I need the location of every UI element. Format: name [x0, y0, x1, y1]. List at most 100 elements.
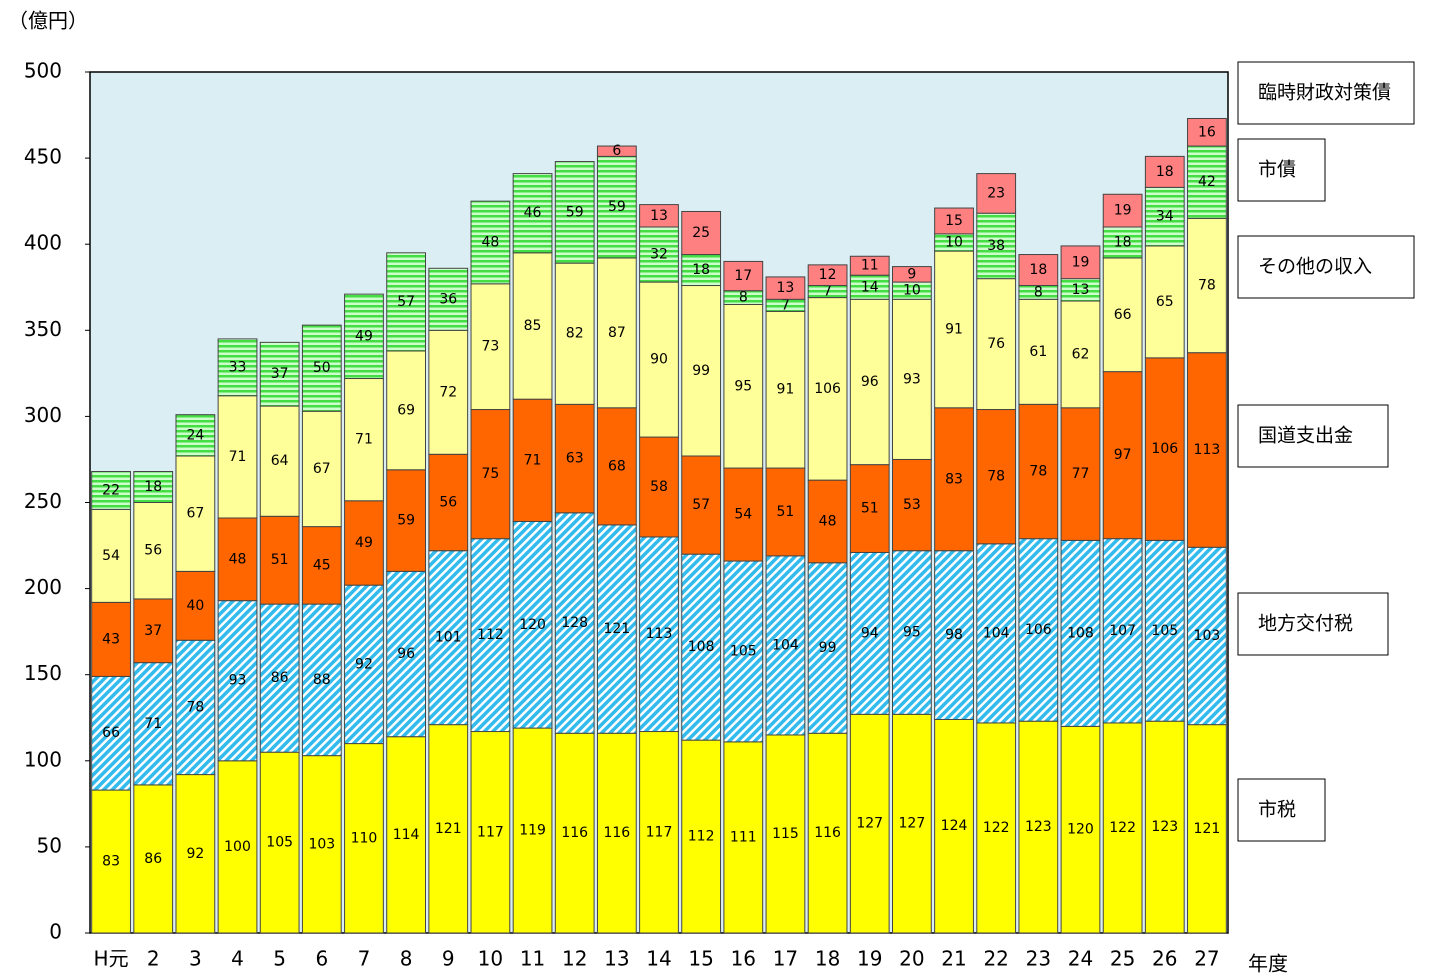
bar-segment [217, 395, 258, 519]
value-label: 51 [271, 552, 289, 568]
value-label: 56 [144, 543, 162, 559]
value-label: 40 [186, 598, 204, 614]
value-label: 120 [519, 617, 546, 633]
value-label: 85 [524, 318, 542, 334]
value-label: 57 [692, 497, 710, 513]
bar-segment [259, 515, 300, 605]
value-label: 18 [1114, 234, 1132, 250]
y-tick-label: 250 [24, 489, 62, 513]
value-label: 116 [603, 825, 630, 841]
bar-segment [217, 338, 258, 397]
y-tick-label: 150 [24, 661, 62, 685]
value-label: 83 [102, 854, 120, 870]
value-label: 116 [814, 825, 841, 841]
value-label: 121 [435, 821, 462, 837]
value-label: 8 [739, 290, 748, 306]
value-label: 100 [224, 839, 251, 855]
bar-segment [596, 732, 637, 934]
value-label: 113 [646, 626, 673, 642]
value-label: 119 [519, 823, 546, 839]
x-tick-label: 6 [315, 947, 328, 971]
value-label: 67 [186, 506, 204, 522]
bar-segment [639, 226, 679, 283]
value-label: 49 [355, 535, 373, 551]
value-label: 53 [903, 497, 921, 513]
bar-segment [1018, 298, 1059, 405]
value-label: 22 [102, 482, 120, 498]
value-label: 58 [650, 479, 668, 495]
value-label: 92 [186, 846, 204, 862]
value-label: 43 [102, 631, 120, 647]
bar-segment [849, 298, 890, 466]
value-label: 54 [102, 548, 120, 564]
bar-segment [723, 560, 764, 743]
value-label: 124 [941, 818, 968, 834]
bar-segment [892, 298, 932, 460]
bar-segment [175, 639, 216, 776]
value-label: 123 [1025, 819, 1052, 835]
bar-segment [1144, 245, 1185, 359]
value-label: 122 [983, 820, 1010, 836]
bar-segment [849, 551, 890, 715]
value-label: 18 [144, 479, 162, 495]
value-label: 10 [945, 234, 963, 250]
value-label: 105 [266, 835, 293, 851]
value-label: 19 [1072, 254, 1090, 270]
value-label: 122 [1109, 820, 1136, 836]
bar-segment [934, 207, 974, 235]
legend-label: 市税 [1258, 799, 1296, 821]
value-label: 92 [355, 656, 373, 672]
bar-segment [639, 731, 679, 934]
value-label: 36 [439, 291, 457, 307]
bar-segment [554, 403, 595, 514]
value-label: 51 [861, 501, 879, 517]
value-label: 78 [186, 699, 204, 715]
bar-segment [1060, 300, 1101, 409]
value-label: 105 [1151, 623, 1178, 639]
x-tick-label: 9 [442, 947, 455, 971]
value-label: 128 [561, 615, 588, 631]
value-label: 107 [1109, 623, 1136, 639]
legend-box [1237, 404, 1389, 468]
value-label: 38 [987, 238, 1005, 254]
bar-segment [596, 524, 637, 734]
value-label: 49 [355, 328, 373, 344]
legend-box [1237, 138, 1326, 202]
value-label: 71 [229, 449, 247, 465]
value-label: 75 [481, 466, 499, 482]
value-label: 59 [397, 513, 415, 529]
value-label: 66 [1114, 307, 1132, 323]
value-label: 24 [186, 427, 204, 443]
bar-segment [217, 600, 258, 762]
x-tick-label: 19 [857, 947, 882, 971]
bar-segment [344, 293, 384, 380]
bar-segment [1102, 226, 1143, 259]
legend-box [1237, 61, 1415, 125]
value-label: 112 [477, 627, 504, 643]
value-label: 37 [144, 623, 162, 639]
x-tick-label: 5 [273, 947, 286, 971]
bar-segment [807, 732, 848, 934]
value-label: 106 [1151, 441, 1178, 457]
x-tick-label: 7 [358, 947, 371, 971]
bar-segment [681, 553, 722, 741]
bar-segment [1187, 352, 1227, 548]
value-label: 96 [861, 374, 879, 390]
value-label: 87 [608, 325, 626, 341]
bar-segment [1060, 245, 1101, 280]
bar-segment [554, 262, 595, 405]
value-label: 48 [819, 513, 837, 529]
value-label: 95 [734, 378, 752, 394]
value-label: 83 [945, 471, 963, 487]
x-tick-label: 27 [1194, 947, 1219, 971]
bar-segment [1018, 254, 1059, 287]
bar-segment [849, 464, 890, 553]
value-label: 99 [692, 363, 710, 379]
legend-box [1237, 592, 1389, 656]
value-label: 17 [734, 268, 752, 284]
bar-segment [91, 508, 131, 603]
bar-segment [259, 751, 300, 934]
bar-segment [259, 405, 300, 517]
bar-segment [470, 538, 511, 733]
value-label: 66 [102, 725, 120, 741]
